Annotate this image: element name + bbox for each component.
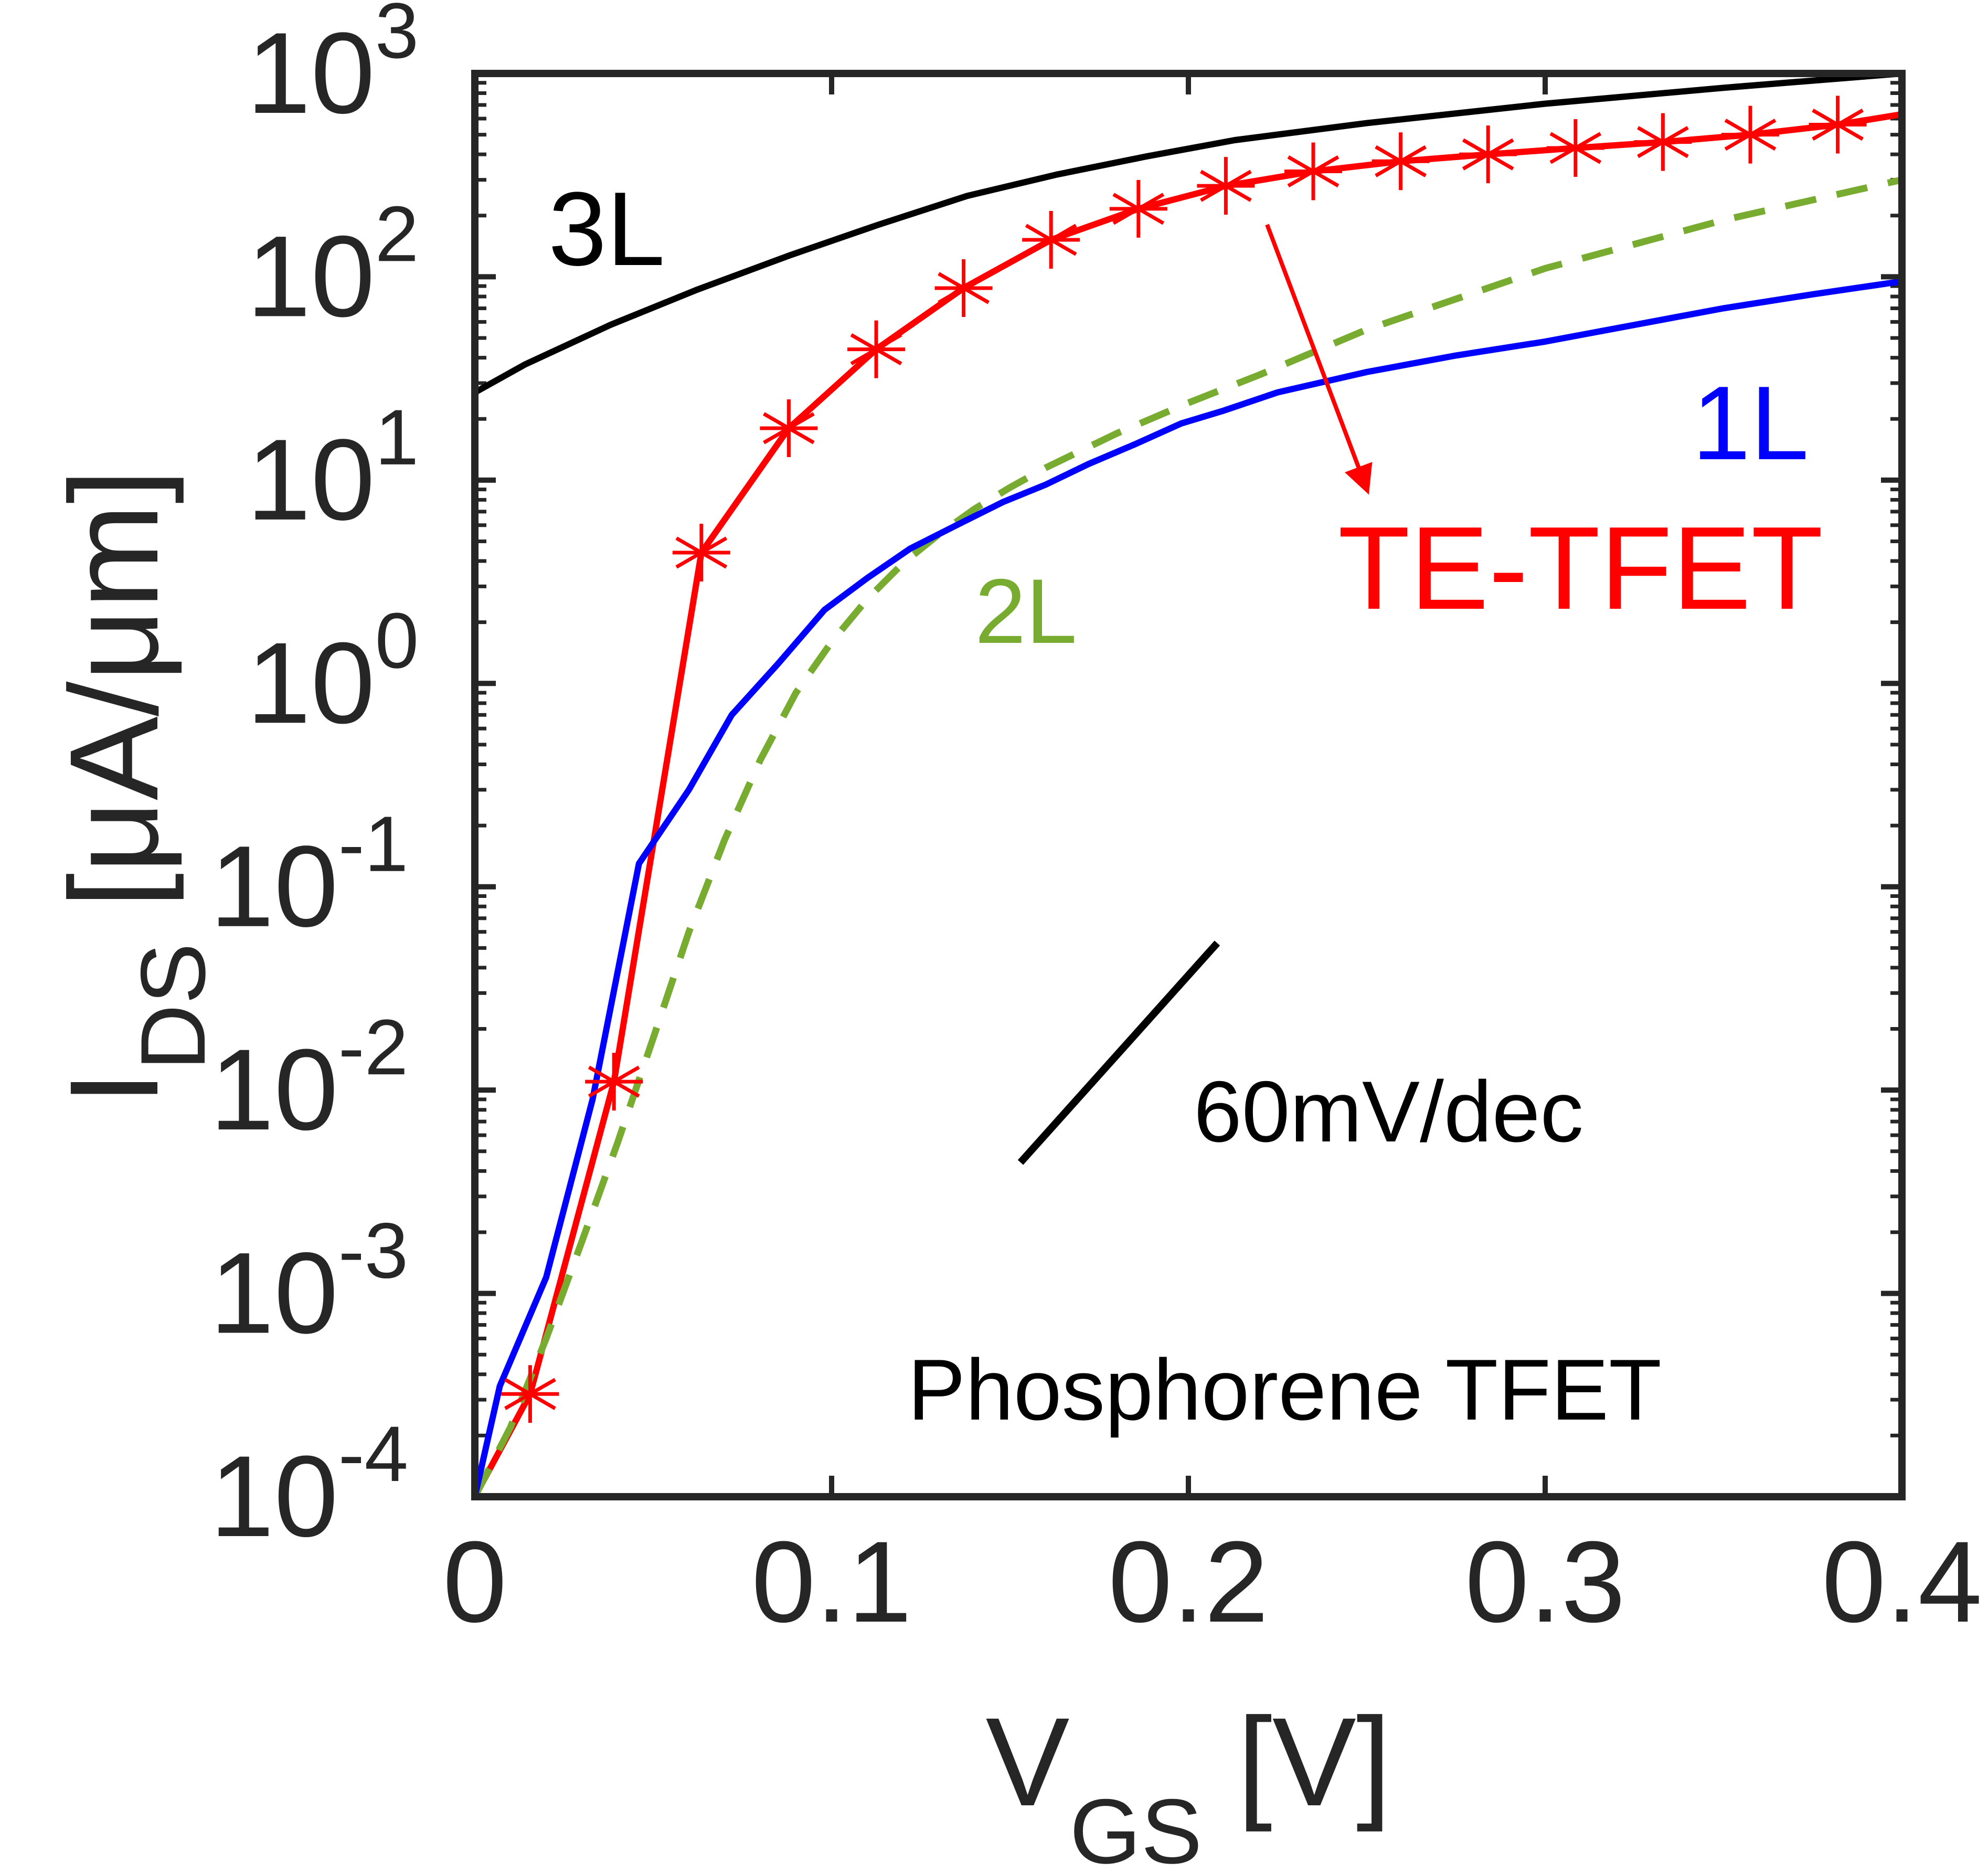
- y-axis-label: IDS [μA/μm]: [44, 469, 225, 1105]
- x-tick-label: 0: [443, 1517, 507, 1646]
- label-3l: 3L: [548, 171, 665, 288]
- plot-series: [472, 70, 1903, 1496]
- plot-markers: [501, 96, 1867, 1423]
- data-point-marker: [934, 259, 993, 317]
- y-tick-label: 102: [247, 189, 419, 341]
- te-tfet-arrow: [1265, 224, 1373, 495]
- x-tick-labels: 0 0.1 0.2 0.3 0.4: [443, 1517, 1982, 1646]
- data-point-marker: [1109, 179, 1167, 238]
- y-tick-label: 103: [247, 0, 419, 137]
- data-point-marker: [1721, 105, 1779, 164]
- y-tick-label: 10-1: [210, 800, 408, 951]
- x-axis-label: VGS [V]: [985, 1691, 1391, 1873]
- label-2l: 2L: [975, 560, 1077, 663]
- data-point-marker: [1022, 210, 1080, 269]
- x-tick-label: 0.2: [1108, 1517, 1269, 1646]
- y-tick-label: 101: [247, 393, 419, 544]
- series-line-3l: [473, 70, 1902, 395]
- data-point-marker: [672, 523, 730, 581]
- y-tick-label: 10-3: [210, 1207, 408, 1358]
- data-point-marker: [760, 399, 818, 457]
- x-tick-label: 0.3: [1465, 1517, 1625, 1646]
- series-line-1l: [472, 278, 1902, 1496]
- major-ticks: [472, 71, 1905, 1499]
- data-point-marker: [585, 1053, 643, 1111]
- data-point-marker: [1634, 113, 1692, 171]
- y-tick-label: 100: [247, 596, 419, 747]
- y-tick-label: 10-2: [210, 1003, 408, 1154]
- label-slope: 60mV/dec: [1194, 1063, 1583, 1160]
- data-point-marker: [501, 1365, 559, 1423]
- data-point-marker: [1372, 132, 1430, 191]
- data-point-marker: [1546, 119, 1604, 177]
- data-point-marker: [1197, 157, 1255, 215]
- data-point-marker: [847, 320, 905, 378]
- y-tick-label: 10-4: [210, 1410, 408, 1561]
- label-te-tfet: TE-TFET: [1338, 502, 1823, 634]
- data-point-marker: [1809, 96, 1867, 154]
- label-device: Phosphorene TFET: [908, 1341, 1662, 1438]
- y-minor-ticks: [475, 81, 1902, 1437]
- series-line-2l: [472, 176, 1903, 1496]
- x-tick-label: 0.1: [751, 1517, 912, 1646]
- data-point-marker: [1459, 125, 1517, 184]
- slope-reference-line: [1017, 940, 1220, 1165]
- label-1l: 1L: [1692, 365, 1809, 482]
- series-line-te-tfet: [472, 111, 1902, 1496]
- data-point-marker: [1284, 142, 1342, 200]
- y-tick-labels: 10-4 10-3 10-2 10-1 100 101 102 103: [210, 0, 419, 1561]
- x-tick-label: 0.4: [1822, 1517, 1982, 1646]
